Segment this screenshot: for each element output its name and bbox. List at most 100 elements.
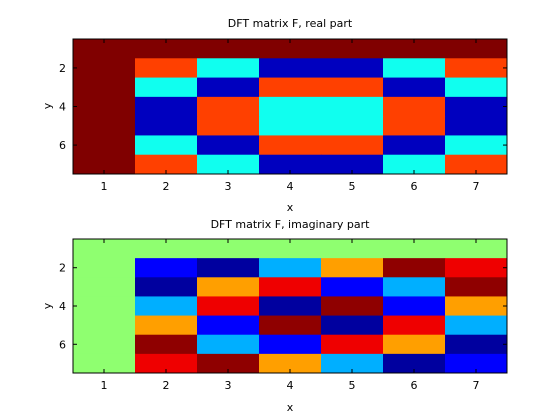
real-part-cell-r2-c4 <box>259 58 322 78</box>
real-part-cell-r2-c2 <box>135 58 198 78</box>
real-part-panel: DFT matrix F, real part 1 2 3 4 5 6 7 2 4 6 x y <box>41 17 508 214</box>
real-part-cell-r5-c6 <box>383 116 446 136</box>
real-part-title: DFT matrix F, real part <box>228 17 353 30</box>
real-part-cell-r1-c2 <box>135 39 198 59</box>
real-part-cell-r5-c2 <box>135 116 198 136</box>
real-part-cell-r7-c2 <box>135 154 198 175</box>
real-part-cell-r1-c5 <box>321 39 384 59</box>
imaginary-part-cell-r5-c4 <box>259 315 322 336</box>
real-part-cell-r4-c4 <box>259 96 322 117</box>
real-part-y-label: y <box>41 102 54 109</box>
imaginary-part-cell-r3-c6 <box>383 277 446 297</box>
imaginary-part-cell-r5-c3 <box>197 315 260 336</box>
imaginary-part-heatmap-cells <box>73 239 508 374</box>
real-part-heatmap-cells <box>73 39 508 175</box>
real-part-cell-r5-c1 <box>73 116 136 136</box>
real-part-y-tick-label-4: 4 <box>59 101 66 114</box>
imaginary-part-cell-r6-c2 <box>135 334 198 355</box>
real-part-cell-r1-c7 <box>445 39 508 59</box>
real-part-cell-r2-c6 <box>383 58 446 78</box>
real-part-cell-r6-c2 <box>135 135 198 156</box>
imaginary-part-cell-r7-c5 <box>321 353 384 374</box>
real-part-cell-r4-c6 <box>383 96 446 117</box>
imaginary-part-y-tick-label-2: 2 <box>59 262 66 275</box>
real-part-cell-r1-c3 <box>197 39 260 59</box>
imaginary-part-cell-r6-c1 <box>73 334 136 355</box>
imaginary-part-cell-r2-c3 <box>197 258 260 278</box>
imaginary-part-x-tick-label-6: 6 <box>411 379 418 392</box>
imaginary-part-cell-r4-c5 <box>321 296 384 316</box>
imaginary-part-cell-r4-c7 <box>445 296 508 316</box>
real-part-cell-r4-c3 <box>197 96 260 117</box>
real-part-cell-r6-c1 <box>73 135 136 156</box>
imaginary-part-cell-r5-c5 <box>321 315 384 336</box>
imaginary-part-cell-r1-c3 <box>197 239 260 259</box>
imaginary-part-x-tick-label-7: 7 <box>473 379 480 392</box>
imaginary-part-cell-r7-c4 <box>259 353 322 374</box>
imaginary-part-cell-r6-c4 <box>259 334 322 355</box>
imaginary-part-cell-r3-c1 <box>73 277 136 297</box>
real-part-cell-r6-c6 <box>383 135 446 156</box>
real-part-cell-r4-c1 <box>73 96 136 117</box>
real-part-cell-r3-c5 <box>321 77 384 98</box>
real-part-cell-r5-c4 <box>259 116 322 136</box>
real-part-cell-r6-c4 <box>259 135 322 156</box>
imaginary-part-cell-r2-c2 <box>135 258 198 278</box>
imaginary-part-cell-r6-c3 <box>197 334 260 355</box>
imaginary-part-cell-r2-c4 <box>259 258 322 278</box>
imaginary-part-cell-r3-c5 <box>321 277 384 297</box>
real-part-cell-r2-c1 <box>73 58 136 78</box>
imaginary-part-cell-r5-c2 <box>135 315 198 336</box>
real-part-cell-r1-c1 <box>73 39 136 59</box>
real-part-cell-r1-c4 <box>259 39 322 59</box>
imaginary-part-cell-r4-c3 <box>197 296 260 316</box>
imaginary-part-ticks: 1 2 3 4 5 6 7 2 4 6 <box>59 239 507 392</box>
real-part-x-tick-label-6: 6 <box>411 180 418 193</box>
real-part-cell-r3-c2 <box>135 77 198 98</box>
real-part-cell-r1-c6 <box>383 39 446 59</box>
imaginary-part-title: DFT matrix F, imaginary part <box>211 218 371 231</box>
imaginary-part-cell-r7-c6 <box>383 353 446 374</box>
imaginary-part-cell-r7-c2 <box>135 353 198 374</box>
imaginary-part-cell-r4-c1 <box>73 296 136 316</box>
real-part-x-tick-label-4: 4 <box>287 180 294 193</box>
real-part-x-tick-label-5: 5 <box>349 180 356 193</box>
real-part-cell-r6-c5 <box>321 135 384 156</box>
real-part-cell-r7-c3 <box>197 154 260 175</box>
real-part-cell-r2-c5 <box>321 58 384 78</box>
real-part-cell-r6-c7 <box>445 135 508 156</box>
imaginary-part-y-tick-label-6: 6 <box>59 338 66 351</box>
imaginary-part-cell-r5-c7 <box>445 315 508 336</box>
imaginary-part-cell-r1-c6 <box>383 239 446 259</box>
real-part-x-label: x <box>287 201 294 214</box>
real-part-cell-r7-c4 <box>259 154 322 175</box>
real-part-x-tick-label-7: 7 <box>473 180 480 193</box>
imaginary-part-cell-r1-c4 <box>259 239 322 259</box>
real-part-x-tick-label-2: 2 <box>163 180 170 193</box>
real-part-x-tick-label-1: 1 <box>101 180 108 193</box>
imaginary-part-cell-r3-c3 <box>197 277 260 297</box>
real-part-cell-r4-c7 <box>445 96 508 117</box>
real-part-cell-r4-c5 <box>321 96 384 117</box>
real-part-cell-r2-c3 <box>197 58 260 78</box>
imaginary-part-x-tick-label-3: 3 <box>225 379 232 392</box>
imaginary-part-x-tick-label-4: 4 <box>287 379 294 392</box>
imaginary-part-x-tick-label-5: 5 <box>349 379 356 392</box>
imaginary-part-cell-r4-c4 <box>259 296 322 316</box>
imaginary-part-cell-r1-c1 <box>73 239 136 259</box>
imaginary-part-cell-r3-c7 <box>445 277 508 297</box>
real-part-y-tick-label-2: 2 <box>59 62 66 75</box>
real-part-cell-r2-c7 <box>445 58 508 78</box>
imaginary-part-cell-r6-c7 <box>445 334 508 355</box>
imaginary-part-x-label: x <box>287 401 294 414</box>
real-part-cell-r3-c6 <box>383 77 446 98</box>
imaginary-part-cell-r3-c2 <box>135 277 198 297</box>
imaginary-part-x-tick-label-1: 1 <box>101 379 108 392</box>
imaginary-part-cell-r7-c7 <box>445 353 508 374</box>
imaginary-part-cell-r2-c1 <box>73 258 136 278</box>
real-part-cell-r5-c7 <box>445 116 508 136</box>
imaginary-part-cell-r6-c6 <box>383 334 446 355</box>
imaginary-part-cell-r2-c6 <box>383 258 446 278</box>
imaginary-part-cell-r2-c7 <box>445 258 508 278</box>
imaginary-part-cell-r7-c3 <box>197 353 260 374</box>
